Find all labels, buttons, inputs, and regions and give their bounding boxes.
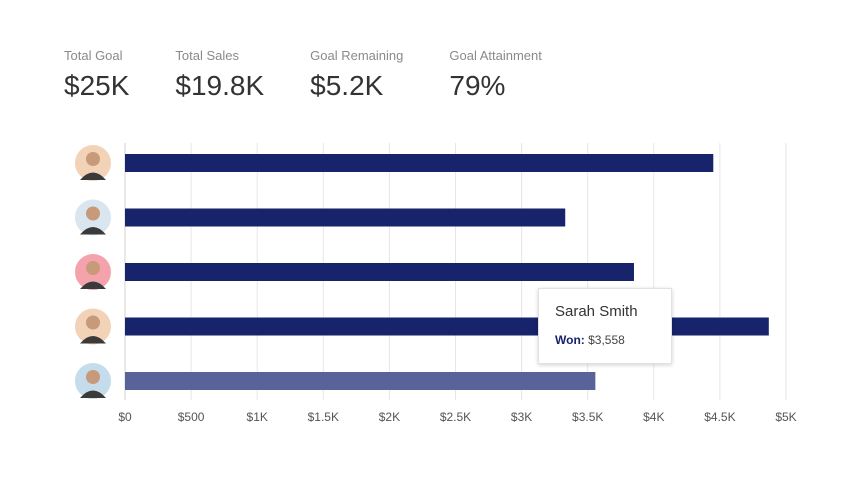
kpi-label: Goal Remaining [310,48,404,63]
kpi-value: $19.8K [175,70,265,101]
kpi-label: Goal Attainment [449,48,542,63]
bar [125,372,596,390]
bar [125,208,566,227]
avatar-body [80,281,106,289]
avatar-head [86,370,100,384]
kpi-value: $5.2K [310,70,384,101]
avatar-body [80,390,106,398]
kpi-value: $25K [64,70,130,101]
x-tick-label: $500 [178,410,205,424]
bar [125,263,634,281]
x-tick-label: $0 [118,410,132,424]
x-tick-label: $2K [379,410,400,424]
x-tick-label: $3.5K [572,410,603,424]
tooltip-key: Won: [555,333,585,347]
avatar-body [80,172,106,180]
x-tick-label: $4.5K [704,410,735,424]
tooltip-name: Sarah Smith [555,303,638,320]
avatar-body [80,227,106,235]
tooltip-row: Won: $3,558 [555,333,655,347]
x-tick-label: $1K [247,410,268,424]
x-tick-label: $4K [643,410,664,424]
avatar-head [86,152,100,166]
chart-tooltip: Sarah Smith Won: $3,558 [538,288,672,364]
avatar-head [86,206,100,221]
x-tick-label: $5K [775,410,796,424]
x-tick-label: $1.5K [308,410,339,424]
kpi-goal-attainment: Goal Attainment 79% [449,48,542,102]
kpi-goal-remaining: Goal Remaining $5.2K [310,48,403,102]
kpi-label: Total Sales [175,48,239,63]
kpi-total-sales: Total Sales $19.8K [175,48,264,102]
kpi-row: Total Goal $25K Total Sales $19.8K Goal … [64,48,588,102]
kpi-label: Total Goal [64,48,123,63]
kpi-value: 79% [449,70,506,101]
avatar-body [80,336,106,344]
avatar-head [86,315,100,330]
bar [125,317,769,336]
bar [125,154,714,172]
kpi-total-goal: Total Goal $25K [64,48,129,102]
avatar-head [86,261,100,275]
tooltip-value: $3,558 [588,333,625,347]
x-tick-label: $3K [511,410,532,424]
x-tick-label: $2.5K [440,410,471,424]
